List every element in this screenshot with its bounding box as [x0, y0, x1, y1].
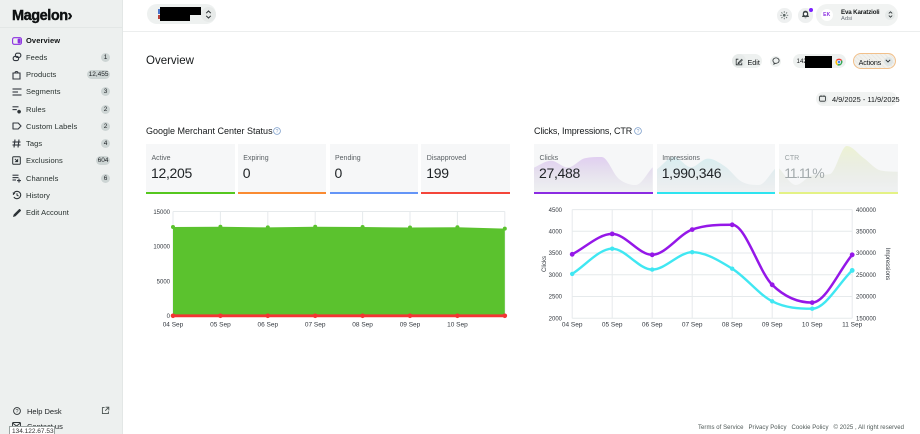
svg-text:?: ? — [16, 408, 19, 414]
svg-text:0: 0 — [167, 314, 171, 320]
svg-text:10 Sep: 10 Sep — [447, 322, 468, 329]
svg-text:350000: 350000 — [856, 230, 877, 236]
svg-text:07 Sep: 07 Sep — [682, 322, 703, 329]
svg-text:04 Sep: 04 Sep — [562, 322, 583, 329]
svg-text:5000: 5000 — [157, 279, 171, 285]
svg-text:2500: 2500 — [549, 295, 563, 301]
svg-text:15000: 15000 — [153, 210, 170, 216]
svg-text:4000: 4000 — [549, 230, 563, 236]
svg-text:11 Sep: 11 Sep — [842, 322, 863, 329]
svg-text:04 Sep: 04 Sep — [163, 322, 184, 329]
svg-text:Impressions: Impressions — [884, 248, 890, 280]
svg-text:09 Sep: 09 Sep — [762, 322, 783, 329]
svg-text:?: ? — [276, 128, 279, 134]
svg-text:2000: 2000 — [549, 317, 563, 323]
svg-text:10000: 10000 — [153, 245, 170, 251]
svg-text:10 Sep: 10 Sep — [802, 322, 823, 329]
svg-text:400000: 400000 — [856, 208, 877, 214]
svg-text:250000: 250000 — [856, 273, 877, 279]
svg-text:200000: 200000 — [856, 295, 877, 301]
svg-text:3000: 3000 — [549, 273, 563, 279]
svg-text:150000: 150000 — [856, 317, 877, 323]
svg-text:3500: 3500 — [549, 251, 563, 257]
svg-text:08 Sep: 08 Sep — [722, 322, 743, 329]
svg-text:05 Sep: 05 Sep — [210, 322, 231, 329]
svg-text:07 Sep: 07 Sep — [305, 322, 326, 329]
svg-text:06 Sep: 06 Sep — [642, 322, 663, 329]
svg-text:?: ? — [637, 128, 640, 134]
svg-text:09 Sep: 09 Sep — [400, 322, 421, 329]
svg-text:06 Sep: 06 Sep — [257, 322, 278, 329]
svg-text:08 Sep: 08 Sep — [352, 322, 373, 329]
svg-text:Clicks: Clicks — [542, 256, 548, 272]
svg-text:4500: 4500 — [549, 208, 563, 214]
svg-text:05 Sep: 05 Sep — [602, 322, 623, 329]
svg-text:300000: 300000 — [856, 251, 877, 257]
